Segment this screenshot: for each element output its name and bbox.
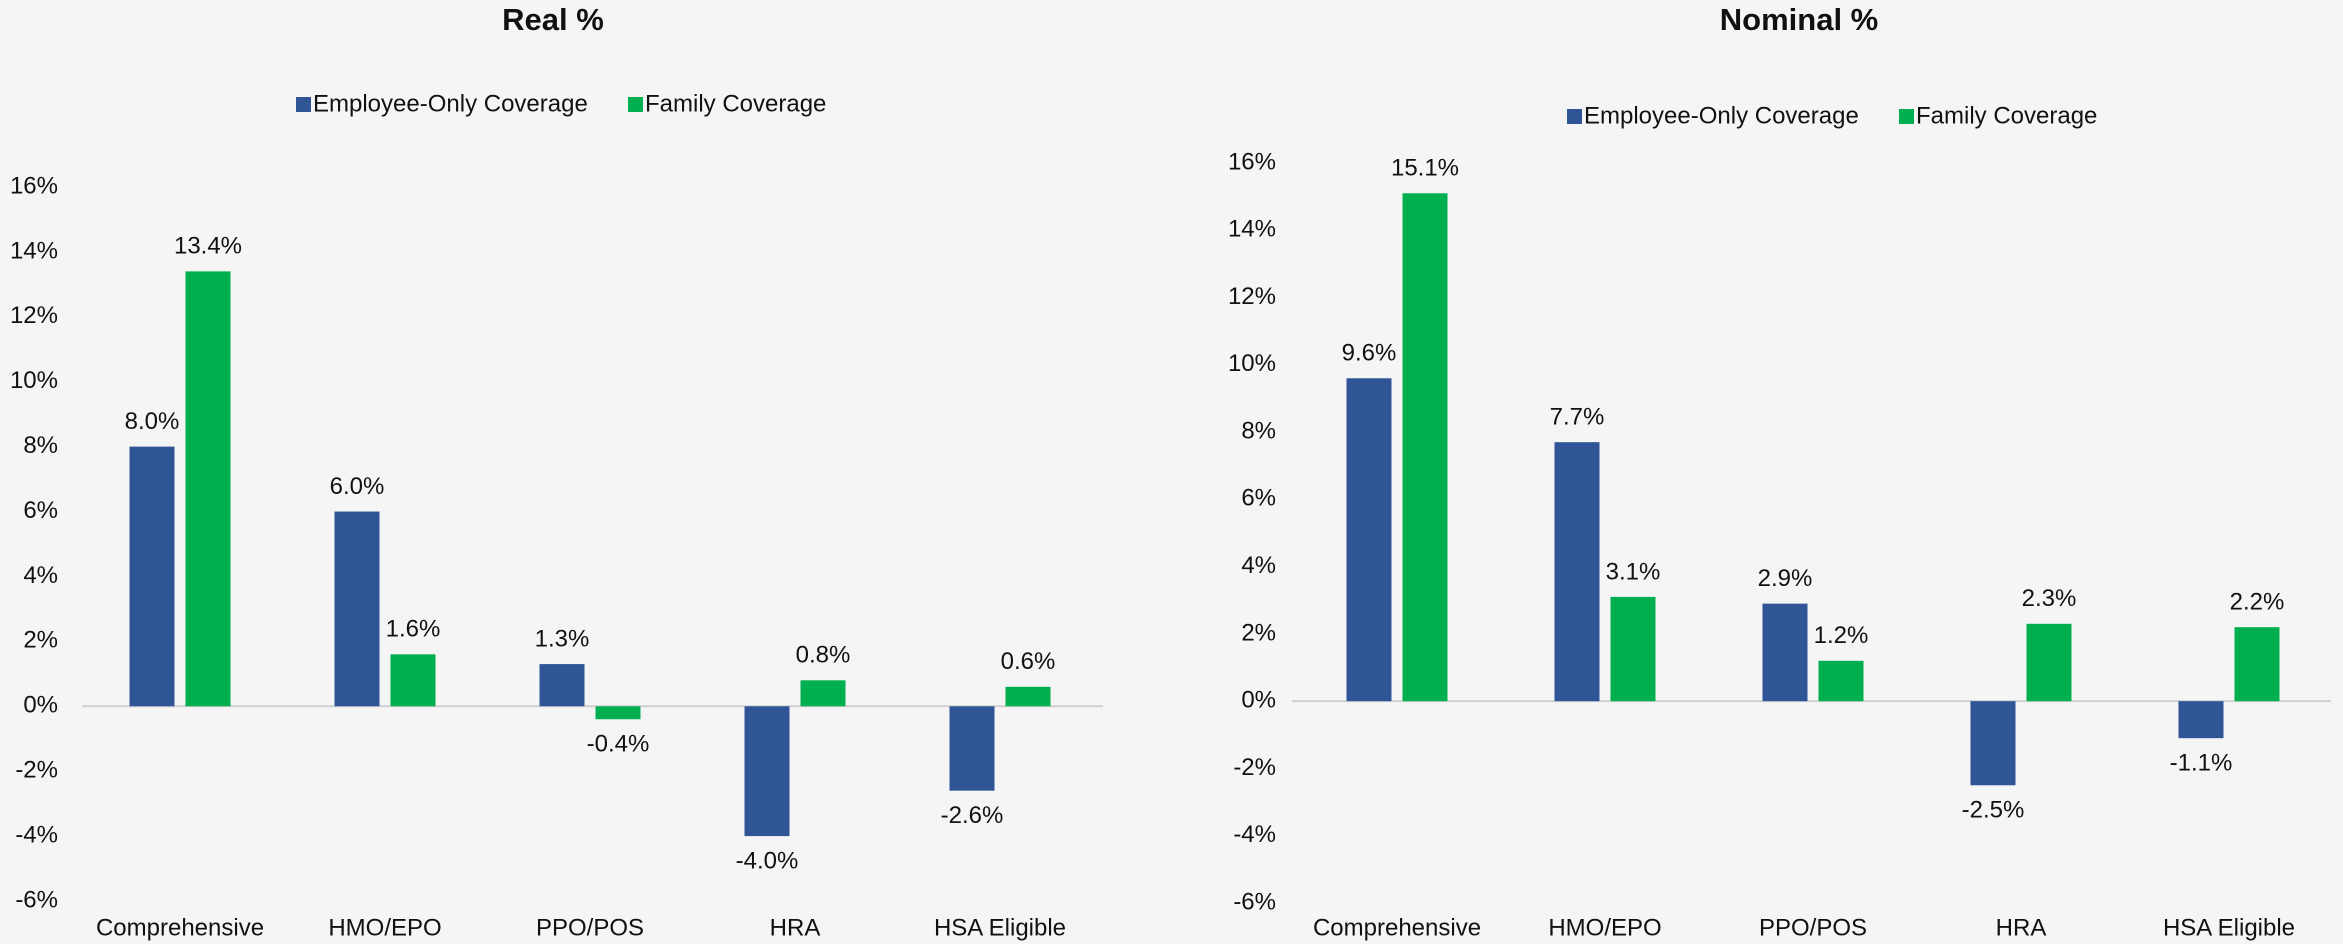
x-tick-label: HSA Eligible [934, 914, 1066, 941]
bar [2026, 623, 2072, 702]
legend-swatch [628, 97, 643, 112]
data-label: -2.5% [1962, 797, 2025, 824]
bar [1610, 596, 1656, 702]
y-tick-label: 14% [10, 237, 58, 264]
x-tick-label: HMO/EPO [1548, 914, 1661, 941]
y-tick-label: -6% [15, 886, 58, 913]
data-label: -0.4% [587, 731, 650, 758]
bar [1970, 701, 2016, 786]
legend-label: Employee-Only Coverage [313, 90, 588, 117]
data-label: 1.6% [386, 616, 441, 643]
bar [744, 706, 790, 837]
data-label: -4.0% [736, 847, 799, 874]
legend-swatch [1567, 109, 1582, 124]
y-tick-label: 4% [1241, 552, 1276, 579]
data-label: 13.4% [174, 233, 242, 260]
y-tick-label: -2% [15, 757, 58, 784]
y-tick-label: 16% [1228, 148, 1276, 175]
y-tick-label: 4% [23, 562, 58, 589]
bar [185, 271, 231, 707]
y-tick-label: -6% [1233, 888, 1276, 915]
bar [539, 664, 585, 707]
y-tick-label: 0% [23, 692, 58, 719]
y-tick-label: 6% [1241, 485, 1276, 512]
x-tick-label: HSA Eligible [2163, 914, 2295, 941]
y-tick-label: 8% [1241, 417, 1276, 444]
chart-title: Nominal % [1720, 2, 1878, 37]
legend-label: Family Coverage [645, 90, 826, 117]
legend-label: Employee-Only Coverage [1584, 102, 1859, 129]
x-tick-label: HMO/EPO [328, 914, 441, 941]
data-label: 6.0% [330, 473, 385, 500]
bar [1346, 378, 1392, 702]
y-tick-label: -4% [1233, 821, 1276, 848]
bar [129, 446, 175, 707]
y-tick-label: 12% [10, 302, 58, 329]
bar [2234, 627, 2280, 702]
data-label: 1.2% [1814, 622, 1869, 649]
data-label: -1.1% [2170, 750, 2233, 777]
data-label: 15.1% [1391, 155, 1459, 182]
data-label: 8.0% [125, 408, 180, 435]
data-label: 2.9% [1758, 565, 1813, 592]
bar [390, 654, 436, 707]
bar [1818, 660, 1864, 702]
data-label: 3.1% [1606, 558, 1661, 585]
y-tick-label: -4% [15, 821, 58, 848]
x-tick-label: Comprehensive [96, 914, 264, 941]
data-label: 7.7% [1550, 404, 1605, 431]
bar [334, 511, 380, 707]
bar [800, 680, 846, 707]
x-tick-label: PPO/POS [1759, 914, 1867, 941]
y-tick-label: 14% [1228, 216, 1276, 243]
data-label: 0.8% [796, 642, 851, 669]
data-label: 9.6% [1342, 340, 1397, 367]
y-tick-label: 10% [10, 367, 58, 394]
y-tick-label: -2% [1233, 754, 1276, 781]
legend-label: Family Coverage [1916, 102, 2097, 129]
x-tick-label: HRA [1996, 914, 2047, 941]
legend-swatch [296, 97, 311, 112]
y-tick-label: 10% [1228, 350, 1276, 377]
bar [1762, 603, 1808, 702]
data-label: -2.6% [941, 802, 1004, 829]
x-tick-label: Comprehensive [1313, 914, 1481, 941]
y-tick-label: 0% [1241, 687, 1276, 714]
y-tick-label: 8% [23, 432, 58, 459]
data-label: 2.3% [2022, 585, 2077, 612]
x-tick-label: PPO/POS [536, 914, 644, 941]
y-tick-label: 16% [10, 172, 58, 199]
bar [949, 706, 995, 791]
legend-swatch [1899, 109, 1914, 124]
y-tick-label: 2% [1241, 619, 1276, 646]
bar [595, 706, 641, 720]
bar [1005, 686, 1051, 707]
data-label: 0.6% [1001, 648, 1056, 675]
y-tick-label: 12% [1228, 283, 1276, 310]
y-tick-label: 6% [23, 497, 58, 524]
bar [1402, 193, 1448, 702]
x-tick-label: HRA [770, 914, 821, 941]
y-tick-label: 2% [23, 627, 58, 654]
bar [1554, 442, 1600, 702]
data-label: 2.2% [2230, 589, 2285, 616]
data-label: 1.3% [535, 625, 590, 652]
bar [2178, 701, 2224, 739]
chart-title: Real % [502, 2, 604, 37]
